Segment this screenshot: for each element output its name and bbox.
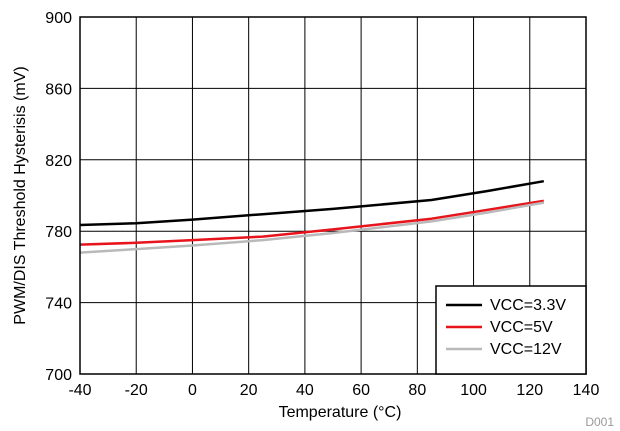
x-tick-label: 100 (460, 382, 487, 399)
legend-label: VCC=5V (490, 319, 553, 336)
x-tick-label: -20 (125, 382, 148, 399)
x-tick-label: 20 (240, 382, 258, 399)
y-tick-label: 700 (45, 367, 72, 384)
figure-code: D001 (585, 415, 614, 429)
x-tick-label: 40 (296, 382, 314, 399)
x-tick-label: -40 (68, 382, 91, 399)
x-tick-label: 140 (573, 382, 600, 399)
y-axis-label: PWM/DIS Threshold Hysterisis (mV) (12, 66, 29, 324)
x-tick-labels: -40 -20 0 20 40 60 80 100 120 140 (68, 382, 599, 399)
x-tick-label: 80 (408, 382, 426, 399)
legend-label: VCC=3.3V (490, 297, 566, 314)
plot-border (79, 16, 587, 375)
legend: VCC=3.3V VCC=5V VCC=12V (435, 285, 587, 375)
y-tick-label: 740 (45, 296, 72, 313)
series-lines (79, 179, 545, 254)
x-tick-label: 60 (352, 382, 370, 399)
y-tick-label: 860 (45, 81, 72, 98)
series-line-2 (79, 199, 544, 246)
x-axis-label: Temperature (°C) (279, 404, 402, 421)
legend-label: VCC=12V (490, 341, 562, 358)
y-tick-label: 900 (45, 10, 72, 27)
series-line-3 (79, 201, 545, 254)
y-tick-labels: 700 740 780 820 860 900 (45, 10, 72, 384)
y-tick-label: 820 (45, 153, 72, 170)
legend-box (435, 285, 587, 375)
series-line-1 (79, 179, 545, 227)
x-tick-label: 120 (516, 382, 543, 399)
x-tick-label: 0 (188, 382, 197, 399)
y-tick-label: 780 (45, 224, 72, 241)
